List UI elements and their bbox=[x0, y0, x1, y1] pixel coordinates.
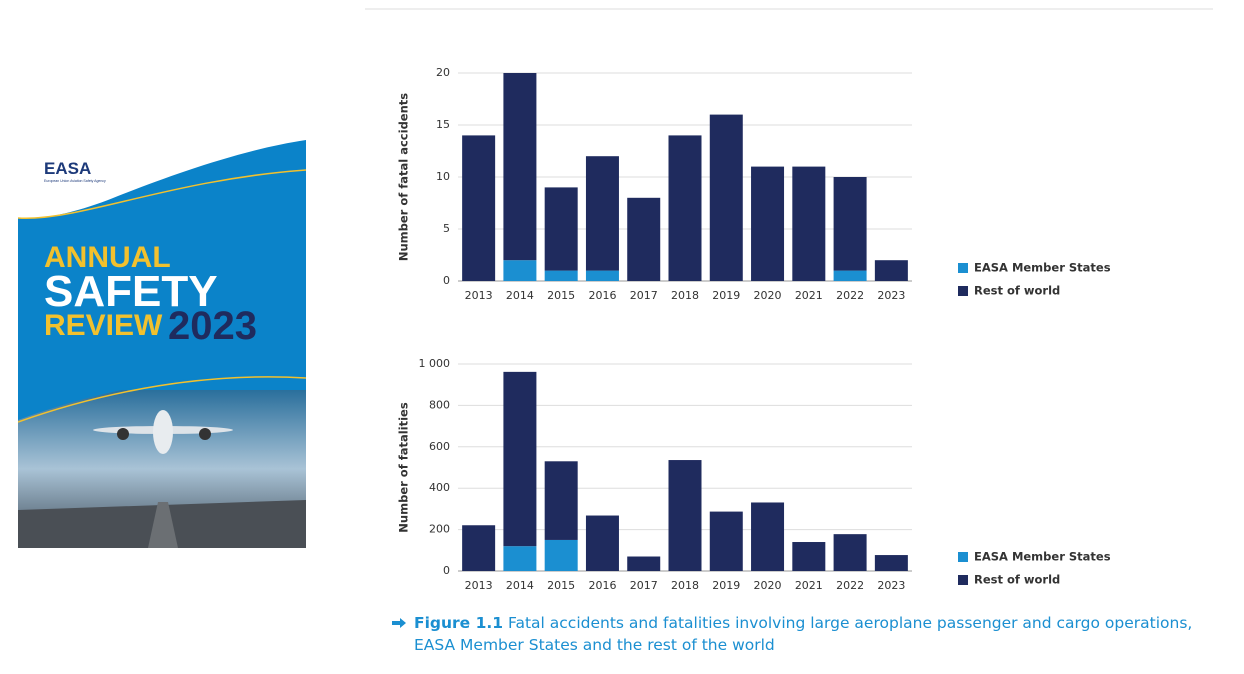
bar-segment bbox=[792, 542, 826, 571]
x-tick-label: 2021 bbox=[795, 289, 823, 302]
bar-segment bbox=[627, 197, 661, 281]
bar-segment bbox=[751, 166, 785, 281]
y-axis-label: Number of fatalities bbox=[397, 402, 411, 533]
x-tick-label: 2018 bbox=[671, 579, 699, 592]
x-tick-label: 2016 bbox=[588, 579, 616, 592]
x-tick-label: 2023 bbox=[877, 579, 905, 592]
cover-title: REVIEW bbox=[44, 309, 163, 342]
legend-label: Rest of world bbox=[974, 573, 1060, 587]
cover-title: ANNUAL bbox=[44, 241, 171, 274]
legend-label: Rest of world bbox=[974, 284, 1060, 298]
x-tick-label: 2016 bbox=[588, 289, 616, 302]
figure-caption: Figure 1.1 Fatal accidents and fatalitie… bbox=[392, 612, 1194, 656]
x-tick-label: 2014 bbox=[506, 579, 534, 592]
bar-segment bbox=[833, 177, 867, 271]
bar-segment bbox=[544, 461, 578, 540]
x-tick-label: 2017 bbox=[630, 579, 658, 592]
y-tick-label: 20 bbox=[436, 66, 450, 79]
bar-segment bbox=[874, 260, 908, 281]
x-tick-label: 2015 bbox=[547, 289, 575, 302]
legend-swatch bbox=[958, 552, 968, 562]
bar-segment bbox=[585, 156, 619, 271]
x-tick-label: 2019 bbox=[712, 289, 740, 302]
x-tick-label: 2017 bbox=[630, 289, 658, 302]
legend-label: EASA Member States bbox=[974, 261, 1111, 275]
bar-segment bbox=[462, 525, 496, 571]
legend-swatch bbox=[958, 263, 968, 273]
legend-label: EASA Member States bbox=[974, 550, 1111, 564]
bar-segment bbox=[503, 73, 537, 261]
cover-agency: European Union Aviation Safety Agency bbox=[44, 179, 106, 183]
bar-segment bbox=[585, 270, 619, 281]
y-tick-label: 600 bbox=[429, 440, 450, 453]
cover-year: 2023 bbox=[168, 304, 257, 348]
x-tick-label: 2015 bbox=[547, 579, 575, 592]
bar-segment bbox=[874, 555, 908, 571]
bar-segment bbox=[462, 135, 496, 281]
bar-segment bbox=[751, 502, 785, 571]
x-tick-label: 2019 bbox=[712, 579, 740, 592]
figure-number: Figure 1.1 bbox=[414, 614, 504, 632]
bar-segment bbox=[833, 270, 867, 281]
bar-segment bbox=[709, 114, 743, 281]
bar-segment bbox=[585, 515, 619, 571]
x-tick-label: 2022 bbox=[836, 289, 864, 302]
bar-segment bbox=[503, 546, 537, 571]
caption-arrow bbox=[392, 618, 406, 628]
bar-segment bbox=[627, 556, 661, 571]
bar-segment bbox=[544, 539, 578, 571]
bar-segment bbox=[544, 270, 578, 281]
bar-segment bbox=[709, 511, 743, 571]
y-tick-label: 5 bbox=[443, 222, 450, 235]
bar-segment bbox=[833, 534, 867, 571]
report-cover: EASA European Union Aviation Safety Agen… bbox=[18, 140, 306, 548]
y-tick-label: 0 bbox=[443, 564, 450, 577]
legend-swatch bbox=[958, 575, 968, 585]
cover-logo: EASA bbox=[44, 159, 92, 178]
cover-title: SAFETY bbox=[44, 267, 218, 316]
x-tick-label: 2022 bbox=[836, 579, 864, 592]
bar-segment bbox=[792, 166, 826, 281]
x-tick-label: 2018 bbox=[671, 289, 699, 302]
bar-segment bbox=[544, 187, 578, 271]
y-tick-label: 400 bbox=[429, 481, 450, 494]
x-tick-label: 2020 bbox=[754, 579, 782, 592]
x-tick-label: 2013 bbox=[465, 289, 493, 302]
cover-art bbox=[18, 140, 306, 548]
bar-segment bbox=[503, 260, 537, 281]
y-tick-label: 0 bbox=[443, 274, 450, 287]
y-tick-label: 200 bbox=[429, 523, 450, 536]
figure-text: Fatal accidents and fatalities involving… bbox=[414, 614, 1193, 654]
x-tick-label: 2013 bbox=[465, 579, 493, 592]
y-tick-label: 1 000 bbox=[419, 357, 451, 370]
bar-segment bbox=[668, 460, 702, 571]
y-tick-label: 10 bbox=[436, 170, 450, 183]
y-axis-label: Number of fatal accidents bbox=[397, 93, 411, 261]
y-tick-label: 15 bbox=[436, 118, 450, 131]
charts: 0 5 10 15 20 Number of fatal accidents 2013 201… bbox=[365, 8, 1213, 592]
bar-segment bbox=[668, 135, 702, 281]
x-tick-label: 2023 bbox=[877, 289, 905, 302]
bar-segment bbox=[503, 371, 537, 547]
x-tick-label: 2014 bbox=[506, 289, 534, 302]
x-tick-label: 2020 bbox=[754, 289, 782, 302]
x-tick-label: 2021 bbox=[795, 579, 823, 592]
legend-swatch bbox=[958, 286, 968, 296]
y-tick-label: 800 bbox=[429, 398, 450, 411]
